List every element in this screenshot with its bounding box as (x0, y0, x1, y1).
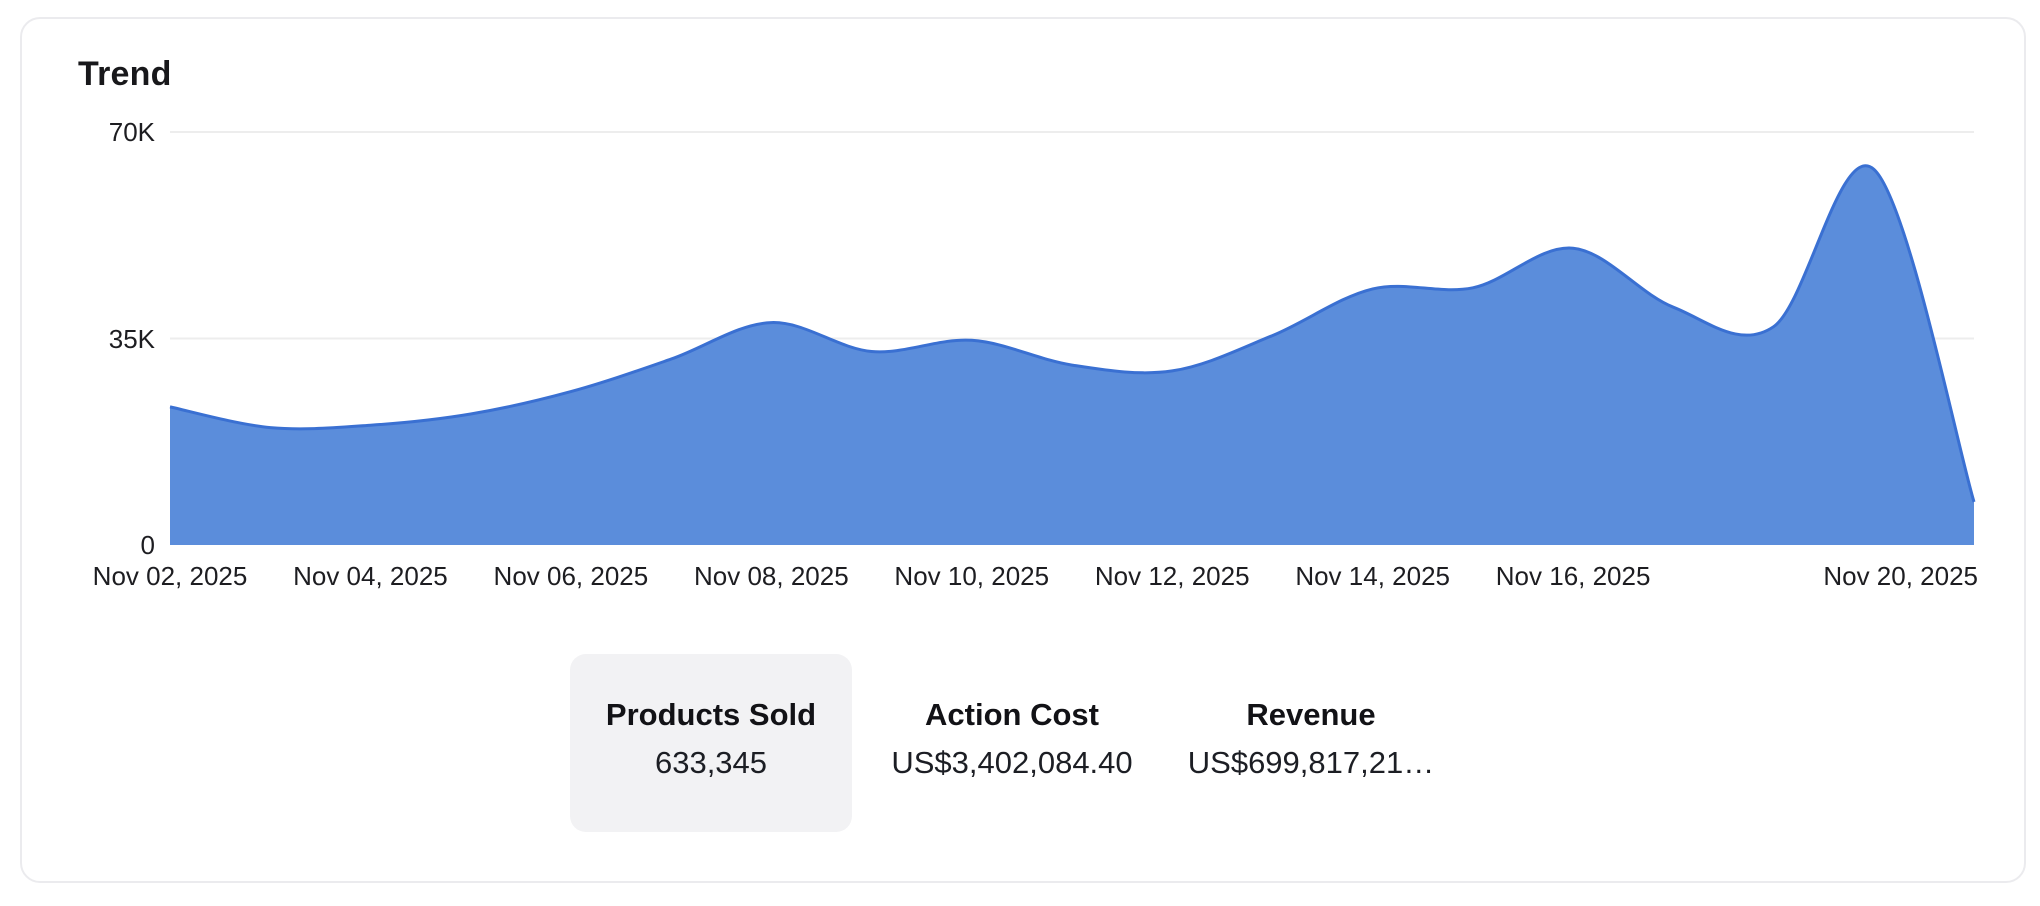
x-axis-label: Nov 20, 2025 (1823, 561, 1978, 591)
card-title: Trend (78, 55, 172, 93)
y-axis-label: 35K (108, 323, 155, 354)
stat-value: US$699,817,21… (1187, 745, 1435, 780)
x-axis-label: Nov 08, 2025 (693, 561, 849, 591)
area-chart-svg[interactable] (22, 19, 2040, 906)
x-axis-label: Nov 16, 2025 (1495, 561, 1651, 591)
area-series-line (169, 164, 1976, 503)
x-axis-label: Nov 04, 2025 (293, 561, 448, 591)
stat-value: 633,345 (654, 745, 768, 780)
stat-value: US$3,402,084.40 (891, 745, 1133, 780)
stat-products-sold[interactable]: Products Sold 633,345 (570, 654, 852, 832)
trend-card: Trend 70K 35K 0 Nov 02, 2025 Nov 04, 2025 No… (20, 17, 2026, 883)
x-axis-label: Nov 14, 2025 (1295, 561, 1450, 591)
trend-area-chart[interactable]: 70K 35K 0 Nov 02, 2025 Nov 04, 2025 Nov 06, … (22, 19, 2040, 906)
stat-label: Revenue (1246, 697, 1376, 732)
x-axis-label: Nov 12, 2025 (1094, 561, 1250, 591)
y-axis-label: 0 (140, 530, 155, 560)
stat-revenue[interactable]: Revenue US$699,817,21… (1170, 654, 1452, 832)
stat-label: Action Cost (925, 697, 1099, 732)
y-axis-label: 70K (108, 117, 155, 147)
x-axis-label: Nov 06, 2025 (493, 561, 649, 591)
x-axis-label: Nov 10, 2025 (894, 561, 1050, 591)
stat-action-cost[interactable]: Action Cost US$3,402,084.40 (871, 654, 1153, 832)
area-series-fill (170, 165, 1974, 545)
stat-label: Products Sold (605, 697, 817, 732)
x-axis-label: Nov 02, 2025 (92, 561, 248, 591)
